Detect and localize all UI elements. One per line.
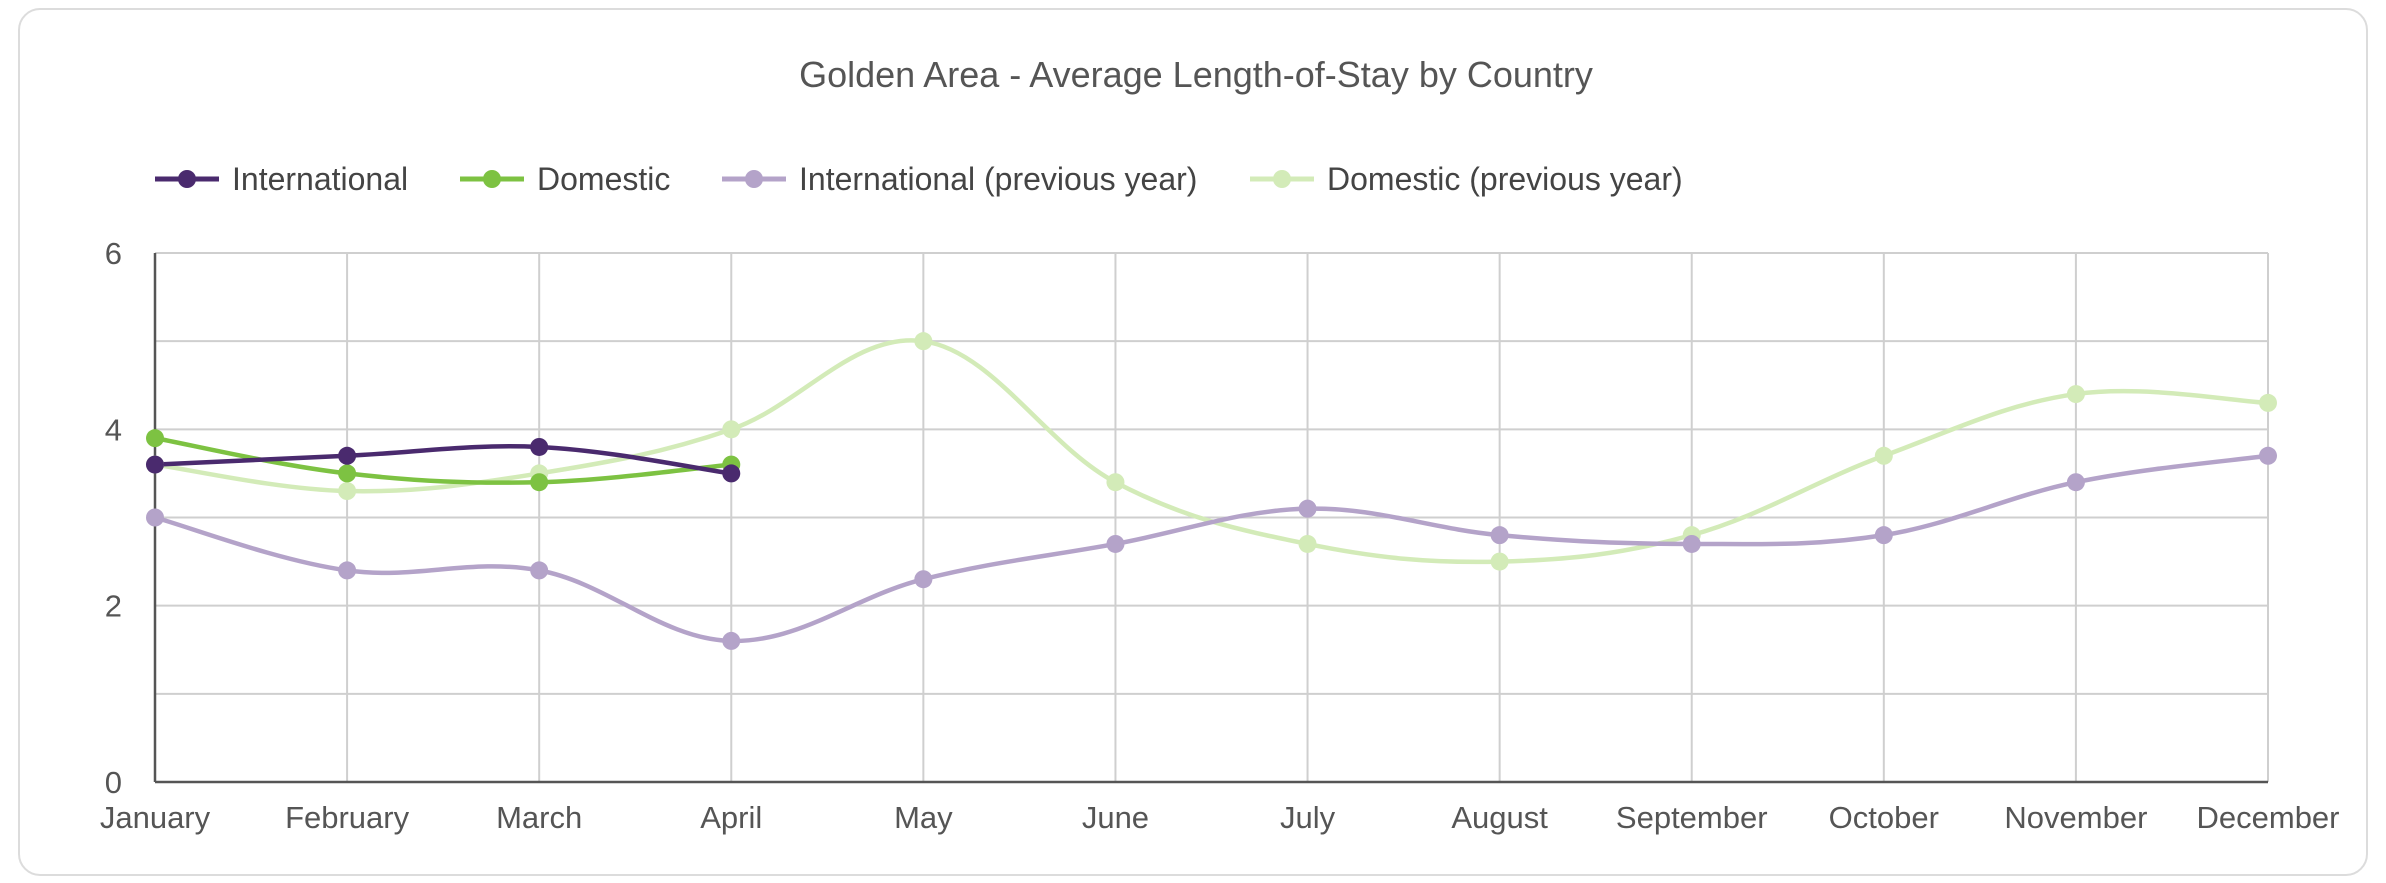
data-point-international-previous-year[interactable] — [1298, 499, 1317, 518]
data-point-domestic-previous-year[interactable] — [2066, 385, 2085, 404]
data-point-international-previous-year[interactable] — [338, 561, 357, 580]
x-tick-label: July — [1280, 800, 1336, 835]
data-point-international-previous-year[interactable] — [1682, 534, 1701, 553]
data-point-international-previous-year[interactable] — [146, 508, 164, 527]
tick-labels: 0 2 4 6 January February March April May June July… — [100, 236, 2340, 835]
data-points — [146, 332, 2277, 650]
x-tick-label: November — [2004, 800, 2147, 835]
series-line-domestic — [154, 435, 732, 485]
data-point-domestic-previous-year[interactable] — [338, 482, 357, 501]
data-point-international-previous-year[interactable] — [1490, 526, 1509, 545]
data-point-international-previous-year[interactable] — [1106, 534, 1125, 553]
y-tick-label: 6 — [105, 236, 122, 271]
data-point-international-previous-year[interactable] — [2066, 473, 2085, 492]
data-point-domestic-previous-year[interactable] — [1106, 473, 1125, 492]
data-point-international-previous-year[interactable] — [2259, 446, 2277, 465]
legend-label: Domestic (previous year) — [1327, 161, 1683, 197]
x-tick-label: June — [1082, 800, 1149, 835]
chart-card — [18, 8, 2368, 876]
legend-item-international-previous-year[interactable]: International (previous year) — [722, 161, 1197, 197]
x-tick-label: October — [1829, 800, 1939, 835]
series-line-international — [154, 444, 732, 476]
data-point-international[interactable] — [338, 446, 357, 465]
legend-label: International (previous year) — [799, 161, 1197, 197]
data-point-domestic-previous-year[interactable] — [1874, 446, 1893, 465]
x-tick-label: August — [1451, 800, 1548, 835]
y-tick-label: 2 — [105, 589, 122, 624]
chart-title: Golden Area - Average Length-of-Stay by … — [799, 54, 1593, 95]
data-point-international-previous-year[interactable] — [530, 561, 549, 580]
x-tick-label: September — [1616, 800, 1768, 835]
legend-swatch-marker — [178, 170, 196, 188]
legend-swatch-marker — [745, 170, 763, 188]
x-tick-label: December — [2197, 800, 2340, 835]
data-point-international-previous-year[interactable] — [1874, 526, 1893, 545]
data-point-domestic-previous-year[interactable] — [722, 420, 741, 439]
legend-label: Domestic — [537, 161, 670, 197]
x-tick-label: February — [285, 800, 410, 835]
legend-item-international[interactable]: International — [155, 161, 408, 197]
legend-label: International — [232, 161, 408, 197]
x-tick-label: April — [700, 800, 762, 835]
legend-swatch-marker — [483, 170, 501, 188]
series-line-domestic-previous-year — [154, 338, 2269, 565]
series-line-international-previous-year — [154, 453, 2269, 644]
data-point-domestic[interactable] — [146, 429, 164, 448]
data-point-domestic[interactable] — [530, 473, 549, 492]
data-point-international[interactable] — [146, 455, 164, 474]
data-point-domestic-previous-year[interactable] — [2259, 393, 2277, 412]
legend[interactable]: International Domestic International (prev… — [155, 161, 1683, 197]
data-point-international-previous-year[interactable] — [722, 631, 741, 650]
x-tick-label: January — [100, 800, 211, 835]
data-point-international[interactable] — [530, 437, 549, 456]
data-point-domestic-previous-year[interactable] — [914, 332, 933, 351]
legend-item-domestic[interactable]: Domestic — [460, 161, 670, 197]
x-tick-label: May — [894, 800, 953, 835]
legend-swatch-marker — [1273, 170, 1291, 188]
data-point-international[interactable] — [722, 464, 741, 483]
series-lines — [154, 338, 2269, 644]
data-point-domestic[interactable] — [338, 464, 357, 483]
y-tick-label: 4 — [105, 412, 122, 447]
data-point-domestic-previous-year[interactable] — [1490, 552, 1509, 571]
data-point-domestic-previous-year[interactable] — [1298, 534, 1317, 553]
x-tick-label: March — [496, 800, 582, 835]
y-tick-label: 0 — [105, 765, 122, 800]
legend-item-domestic-previous-year[interactable]: Domestic (previous year) — [1250, 161, 1683, 197]
data-point-international-previous-year[interactable] — [914, 570, 933, 589]
